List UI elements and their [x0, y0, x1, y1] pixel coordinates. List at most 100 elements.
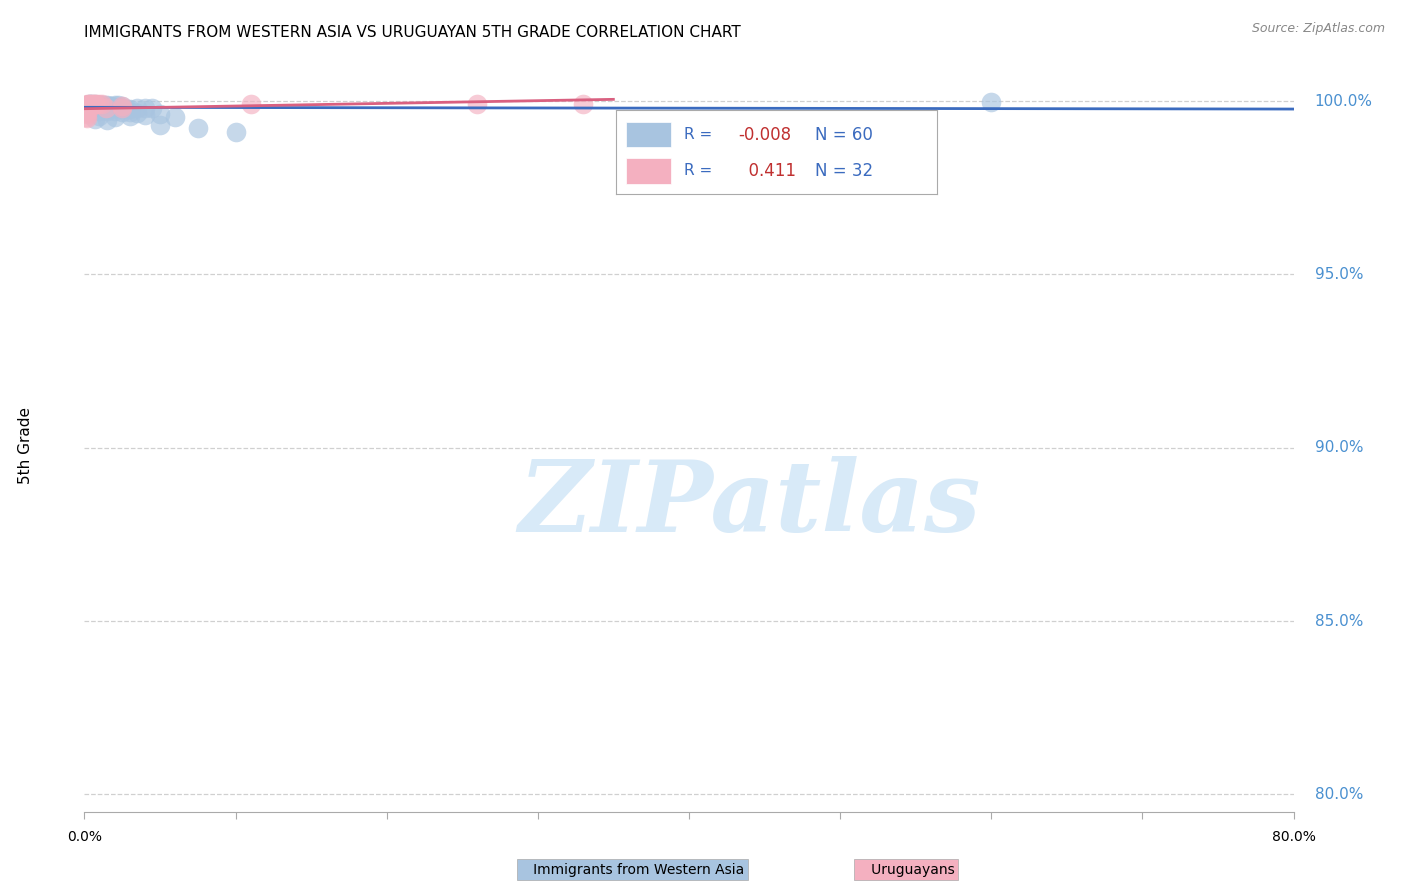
Point [75, 97, 97, 112]
Point [96, 101, 118, 115]
Point [80, 97, 103, 112]
Bar [626, 122, 671, 147]
Point [163, 110, 186, 124]
Point [110, 101, 132, 115]
Text: Uruguayans: Uruguayans [858, 863, 955, 877]
Point [134, 101, 156, 115]
Text: 100.0%: 100.0% [1315, 94, 1372, 109]
Point [91, 96, 114, 111]
Point [80, 96, 103, 111]
Text: -0.008: -0.008 [738, 126, 792, 144]
Point [104, 104, 127, 119]
Point [104, 101, 127, 115]
Text: N = 60: N = 60 [815, 126, 873, 144]
Point [111, 104, 134, 119]
Point [91, 98, 114, 112]
Point [97, 101, 120, 115]
Point [127, 101, 149, 115]
Point [77, 97, 100, 112]
Point [87, 98, 110, 112]
Point [111, 101, 134, 115]
Point [75, 103, 97, 118]
Point [111, 98, 134, 112]
Point [82, 96, 104, 111]
Point [112, 102, 135, 116]
Point [86, 100, 108, 114]
Point [149, 119, 172, 133]
Point [75, 110, 97, 124]
Point [127, 105, 149, 120]
Point [80, 97, 103, 112]
Point [187, 120, 209, 135]
Text: Immigrants from Western Asia: Immigrants from Western Asia [520, 863, 744, 877]
Point [134, 108, 156, 122]
Point [77, 96, 100, 111]
Point [141, 101, 163, 115]
Point [77, 96, 100, 111]
Point [118, 109, 141, 123]
Text: 0.0%: 0.0% [67, 830, 101, 844]
Point [89, 100, 111, 114]
Point [86, 97, 108, 112]
Point [84, 112, 107, 127]
Text: R =: R = [683, 128, 717, 142]
Text: IMMIGRANTS FROM WESTERN ASIA VS URUGUAYAN 5TH GRADE CORRELATION CHART: IMMIGRANTS FROM WESTERN ASIA VS URUGUAYA… [84, 25, 741, 40]
Point [93, 98, 115, 112]
Point [80, 103, 103, 118]
Text: N = 32: N = 32 [815, 162, 873, 180]
Point [100, 99, 122, 113]
Point [82, 97, 104, 112]
Point [75, 103, 97, 118]
Point [100, 101, 122, 115]
Point [82, 100, 104, 114]
Point [75, 100, 97, 114]
Point [104, 98, 127, 112]
Point [89, 98, 111, 112]
Point [77, 100, 100, 114]
Point [225, 125, 247, 139]
Point [86, 96, 108, 111]
Text: 85.0%: 85.0% [1315, 614, 1362, 629]
Point [94, 98, 117, 112]
Bar [626, 158, 671, 184]
Text: 95.0%: 95.0% [1315, 267, 1362, 282]
Point [111, 98, 134, 112]
Point [115, 102, 138, 116]
Point [76, 97, 98, 112]
Point [118, 105, 141, 120]
Text: ZIPatlas: ZIPatlas [519, 457, 980, 553]
Point [89, 109, 111, 123]
Point [76, 107, 98, 121]
Point [89, 104, 111, 119]
Point [96, 98, 118, 112]
Point [76, 112, 98, 126]
Point [79, 96, 101, 111]
Point [980, 95, 1002, 109]
Text: 80.0%: 80.0% [1315, 787, 1362, 802]
Point [239, 96, 262, 111]
Point [76, 98, 98, 112]
Point [107, 101, 129, 115]
Text: R =: R = [683, 163, 717, 178]
Point [90, 98, 112, 112]
Point [98, 99, 121, 113]
Point [76, 96, 98, 111]
Point [75, 99, 97, 113]
Point [91, 101, 114, 115]
Point [118, 102, 141, 116]
Point [80, 100, 103, 114]
Point [104, 110, 127, 124]
Point [76, 97, 98, 112]
Point [94, 101, 117, 115]
Point [572, 96, 595, 111]
Point [76, 99, 98, 113]
Point [75, 101, 97, 115]
Point [77, 98, 100, 112]
Text: 80.0%: 80.0% [1271, 830, 1316, 844]
Point [75, 106, 97, 120]
Point [94, 101, 117, 115]
Point [75, 98, 97, 112]
Point [89, 96, 111, 111]
Point [82, 97, 104, 112]
Point [84, 96, 107, 111]
